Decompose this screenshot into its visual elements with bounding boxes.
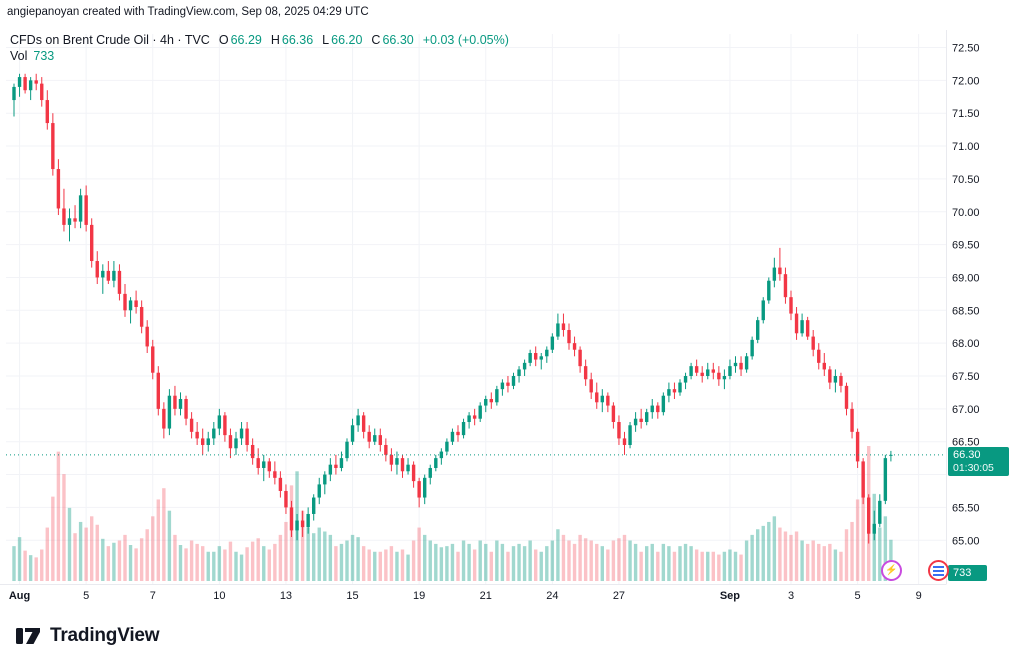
tradingview-logo-icon: [16, 628, 40, 644]
last-price-badge[interactable]: 66.30 01:30:05: [948, 447, 1009, 476]
attribution-text: angiepanoyan created with TradingView.co…: [7, 6, 369, 18]
symbol-legend[interactable]: CFDs on Brent Crude Oil · 4h · TVC O 66.2…: [10, 33, 509, 47]
svg-text:65.50: 65.50: [952, 502, 980, 514]
svg-text:24: 24: [546, 590, 558, 602]
svg-text:Aug: Aug: [9, 590, 30, 602]
last-volume-value: 733: [953, 567, 972, 579]
svg-text:70.00: 70.00: [952, 207, 980, 219]
svg-text:72.00: 72.00: [952, 75, 980, 87]
tradingview-logo[interactable]: TradingView: [16, 624, 160, 648]
last-volume-badge[interactable]: 733: [948, 565, 987, 581]
open-value: 66.29: [230, 33, 262, 47]
volume-legend[interactable]: Vol 733: [10, 49, 54, 63]
lightning-icon: ⚡: [885, 565, 898, 576]
change-value: +0.03 (+0.05%): [422, 33, 509, 47]
svg-text:5: 5: [83, 590, 89, 602]
svg-text:65.00: 65.00: [952, 535, 980, 547]
svg-text:9: 9: [916, 590, 922, 602]
volume-label: Vol: [10, 49, 28, 63]
symbol-title[interactable]: CFDs on Brent Crude Oil · 4h · TVC: [10, 33, 210, 47]
spark-event-icon[interactable]: ⚡: [881, 560, 902, 581]
ohlc-high: H 66.36: [271, 33, 313, 47]
close-value: 66.30: [382, 33, 414, 47]
svg-text:68.50: 68.50: [952, 305, 980, 317]
svg-text:Sep: Sep: [720, 590, 740, 602]
svg-text:15: 15: [346, 590, 358, 602]
svg-text:66.50: 66.50: [952, 437, 980, 449]
svg-text:3: 3: [788, 590, 794, 602]
svg-text:10: 10: [213, 590, 225, 602]
volume-value: 733: [33, 49, 55, 63]
svg-text:69.50: 69.50: [952, 240, 980, 252]
tradingview-wordmark: TradingView: [50, 625, 160, 646]
ohlc-low: L 66.20: [322, 33, 362, 47]
svg-text:7: 7: [150, 590, 156, 602]
svg-text:70.50: 70.50: [952, 174, 980, 186]
svg-text:71.50: 71.50: [952, 108, 980, 120]
us-flag-event-icon[interactable]: [928, 560, 949, 581]
high-label: H: [270, 33, 280, 47]
low-label: L: [322, 33, 330, 47]
svg-text:67.50: 67.50: [952, 371, 980, 383]
bar-countdown: 01:30:05: [953, 462, 994, 474]
open-label: O: [218, 33, 229, 47]
svg-text:71.00: 71.00: [952, 141, 980, 153]
low-value: 66.20: [331, 33, 363, 47]
svg-text:27: 27: [613, 590, 625, 602]
svg-text:13: 13: [280, 590, 292, 602]
high-value: 66.36: [281, 33, 314, 47]
flag-stripes-icon: [933, 565, 944, 576]
ohlc-close: C 66.30: [371, 33, 413, 47]
svg-text:5: 5: [855, 590, 861, 602]
ohlc-open: O 66.29: [219, 33, 262, 47]
last-price-value: 66.30: [953, 449, 981, 461]
svg-text:67.00: 67.00: [952, 404, 980, 416]
close-label: C: [371, 33, 381, 47]
svg-text:68.00: 68.00: [952, 338, 980, 350]
svg-text:19: 19: [413, 590, 425, 602]
svg-text:21: 21: [480, 590, 492, 602]
svg-text:69.00: 69.00: [952, 272, 980, 284]
svg-text:72.50: 72.50: [952, 43, 980, 55]
